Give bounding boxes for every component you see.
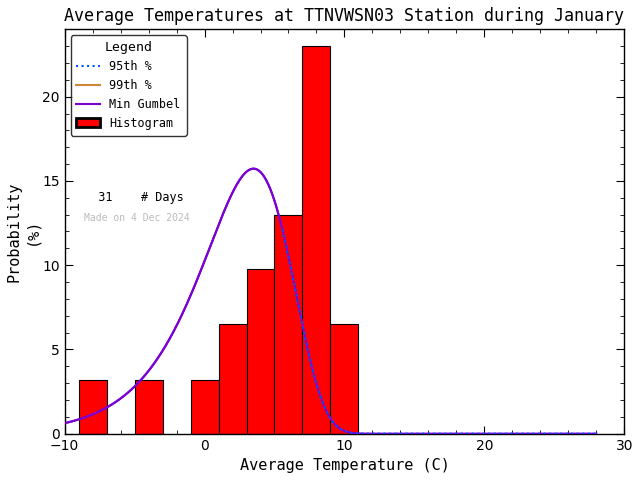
Bar [275, 215, 303, 433]
Text: 31    # Days: 31 # Days [84, 191, 184, 204]
Bar [134, 380, 163, 433]
Bar [79, 380, 107, 433]
Title: Average Temperatures at TTNVWSN03 Station during January: Average Temperatures at TTNVWSN03 Statio… [65, 7, 625, 25]
Bar [218, 324, 246, 433]
Y-axis label: Probability
(%): Probability (%) [7, 181, 39, 282]
Text: Made on 4 Dec 2024: Made on 4 Dec 2024 [84, 213, 190, 223]
Bar [303, 46, 330, 433]
X-axis label: Average Temperature (C): Average Temperature (C) [239, 458, 449, 473]
Bar [191, 380, 218, 433]
Bar [246, 268, 275, 433]
Legend: 95th %, 99th %, Min Gumbel, Histogram: 95th %, 99th %, Min Gumbel, Histogram [70, 35, 187, 135]
Bar [330, 324, 358, 433]
